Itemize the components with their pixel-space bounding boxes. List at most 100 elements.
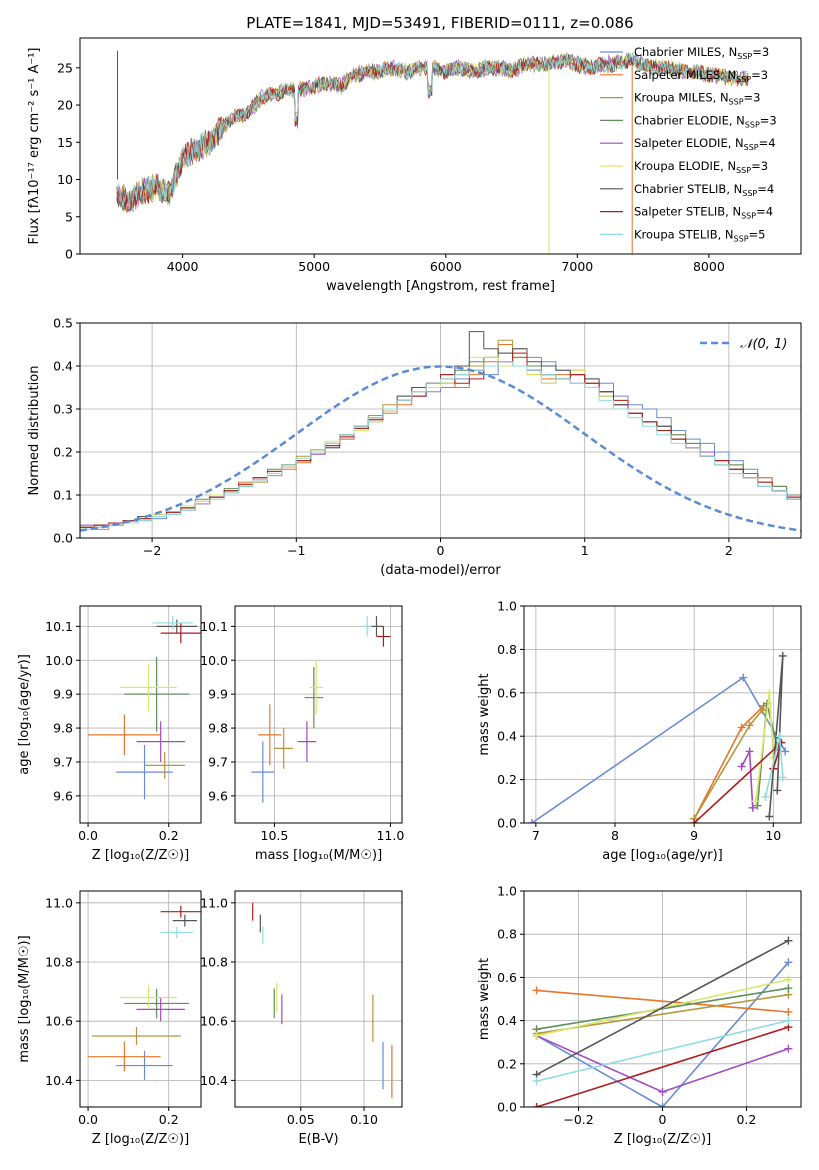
- y-tick-label: 9.8: [208, 721, 228, 736]
- y-tick-label: 10.4: [45, 1073, 73, 1088]
- panel-mass-vs-Z: 0.0 0.2 10.4 10.6 10.8 11.0 Z [log₁₀(Z/Z☉)] mas…: [17, 890, 202, 1147]
- plot-area: [80, 331, 801, 532]
- x-axis-label: age [log₁₀(age/yr)]: [602, 848, 723, 863]
- y-axis-label: Normed distribution: [27, 366, 42, 496]
- y-tick-label: 10.0: [45, 653, 73, 668]
- weight-marker: [532, 1077, 541, 1086]
- weight-marker: [658, 1087, 667, 1096]
- y-tick-label: 9.9: [208, 687, 228, 702]
- y-tick-label: 1.0: [497, 599, 517, 614]
- y-tick-label: 0.4: [497, 729, 517, 744]
- y-tick-label: 0: [65, 247, 73, 262]
- weight-marker: [527, 819, 536, 823]
- x-tick-label: 0.2: [159, 1112, 179, 1127]
- legend-label: Salpeter ELODIE, NSSP=4: [634, 136, 776, 152]
- x-axis-label: Z [log₁₀(Z/Z☉)]: [92, 848, 189, 863]
- y-tick-label: 11.0: [200, 895, 228, 910]
- weight-line: [536, 961, 790, 1107]
- plot-area: [532, 936, 793, 1107]
- y-tick-label: 10.4: [200, 1073, 228, 1088]
- x-tick-label: 5000: [298, 259, 330, 274]
- weight-marker: [748, 803, 757, 812]
- y-tick-label: 0.5: [53, 316, 73, 331]
- axes-frame: [79, 37, 802, 255]
- x-tick-label: 4000: [167, 259, 199, 274]
- panel-weight-vs-Z: −0.2 0 0.2 0.0 0.2 0.4 0.6 0.8 1.0 Z [log₁₀(Z/Z☉)…: [477, 884, 802, 1147]
- panel-weight-vs-age: 7 8 9 10 0.0 0.2 0.4 0.6 0.8 1.0 age [log₁₀(age/yr…: [477, 599, 802, 863]
- y-tick-label: 0.8: [497, 927, 517, 942]
- weight-marker: [765, 688, 774, 697]
- y-tick-label: 9.6: [208, 788, 228, 803]
- y-axis-label: Flux [fλ10⁻¹⁷ erg cm⁻² s⁻¹ A⁻¹]: [27, 48, 42, 245]
- panel-spectrum: Chabrier MILES, NSSP=3 Salpeter MILES, NS…: [27, 37, 802, 294]
- histogram-step: [80, 361, 801, 530]
- legend-label: Kroupa MILES, NSSP=3: [634, 91, 760, 107]
- plot-area: [88, 905, 201, 1081]
- x-tick-label: 0.0: [78, 828, 98, 843]
- weight-marker: [532, 1103, 541, 1107]
- x-tick-label: 7000: [561, 259, 593, 274]
- x-axis-label: Z [log₁₀(Z/Z☉)]: [92, 1132, 189, 1147]
- y-tick-label: 9.7: [208, 754, 228, 769]
- y-tick-label: 0.1: [53, 488, 73, 503]
- legend-label: Chabrier ELODIE, NSSP=3: [634, 113, 777, 129]
- normal-curve: [80, 365, 801, 532]
- weight-marker: [784, 1044, 793, 1053]
- legend-label: Chabrier MILES, NSSP=3: [634, 45, 769, 61]
- y-tick-label: 1.0: [497, 884, 517, 899]
- y-tick-label: 0.6: [497, 970, 517, 985]
- weight-marker: [737, 762, 746, 771]
- weight-line: [755, 692, 775, 802]
- weight-marker: [745, 747, 754, 756]
- figure-title: PLATE=1841, MJD=53491, FIBERID=0111, z=0…: [246, 14, 633, 32]
- y-tick-label: 0.2: [497, 1056, 517, 1071]
- weight-marker: [739, 673, 748, 682]
- panel-age-vs-mass: 10.5 11.0 9.6 9.7 9.8 9.9 10.0 10.1 mass [log₁₀(…: [200, 605, 404, 863]
- weight-line: [531, 676, 786, 823]
- weight-marker: [758, 706, 767, 715]
- axes-frame: [234, 605, 403, 824]
- x-tick-label: 2: [725, 543, 733, 558]
- weight-line: [536, 1019, 789, 1082]
- x-tick-label: 11.0: [376, 828, 404, 843]
- weight-marker: [784, 958, 793, 967]
- weight-marker: [753, 801, 762, 810]
- y-tick-label: 10.0: [200, 653, 228, 668]
- x-tick-label: 0.05: [287, 1112, 315, 1127]
- y-tick-label: 0.0: [497, 816, 517, 831]
- x-tick-label: −0.2: [563, 1112, 593, 1127]
- x-axis-label: mass [log₁₀(M/M☉)]: [255, 848, 382, 863]
- y-tick-label: 0.4: [497, 1013, 517, 1028]
- weight-marker: [784, 975, 793, 984]
- y-tick-label: 0.2: [497, 772, 517, 787]
- plot-area: [252, 902, 393, 1099]
- legend-label: Chabrier STELIB, NSSP=4: [634, 182, 774, 198]
- panel-age-vs-Z: 0.0 0.2 9.6 9.7 9.8 9.9 10.0 10.1 Z [log₁₀(Z/Z☉)…: [17, 605, 202, 863]
- legend-label: Salpeter STELIB, NSSP=4: [634, 205, 773, 221]
- y-tick-label: 10.6: [45, 1014, 73, 1029]
- weight-marker: [784, 1016, 793, 1025]
- weight-marker: [658, 1103, 667, 1107]
- y-tick-label: 0.4: [53, 359, 73, 374]
- x-tick-label: 0: [437, 543, 445, 558]
- x-tick-label: 8: [611, 828, 619, 843]
- y-tick-label: 20: [57, 98, 73, 113]
- axes-frame: [79, 605, 202, 824]
- y-axis-label: mass [log₁₀(M/M☉)]: [17, 935, 32, 1062]
- y-tick-label: 0.6: [497, 685, 517, 700]
- x-tick-label: −1: [287, 543, 305, 558]
- weight-line: [536, 1026, 789, 1107]
- y-tick-label: 0.8: [497, 642, 517, 657]
- y-tick-label: 9.7: [53, 754, 73, 769]
- x-tick-label: 10.5: [261, 828, 289, 843]
- y-tick-label: 15: [57, 135, 73, 150]
- weight-marker: [761, 792, 770, 801]
- x-axis-label: wavelength [Angstrom, rest frame]: [326, 279, 555, 294]
- y-tick-label: 10.1: [45, 619, 73, 634]
- y-tick-label: 0.0: [497, 1100, 517, 1115]
- weight-marker: [532, 986, 541, 995]
- x-tick-label: 0.10: [350, 1112, 378, 1127]
- y-tick-label: 0.3: [53, 402, 73, 417]
- axes-frame: [234, 890, 403, 1108]
